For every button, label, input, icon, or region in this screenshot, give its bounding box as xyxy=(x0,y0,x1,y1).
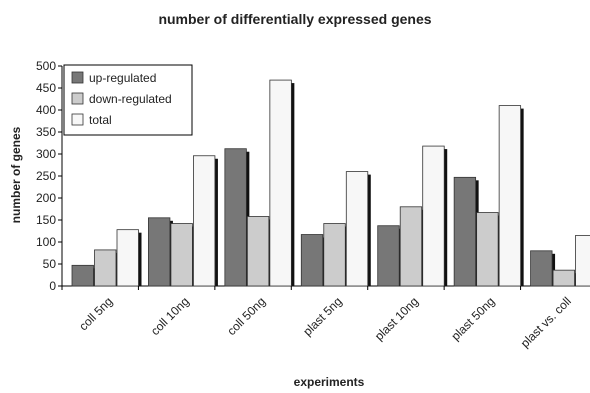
legend: up-regulated down-regulated total xyxy=(63,64,193,136)
bar xyxy=(530,250,553,287)
x-tick-label: plast 5ng xyxy=(300,294,344,338)
legend-box xyxy=(63,64,193,136)
x-axis-label: experiments xyxy=(294,375,365,389)
bar xyxy=(300,234,324,287)
y-axis-label: number of genes xyxy=(9,126,23,223)
x-tick-label: coll 50ng xyxy=(224,294,268,338)
y-tick-label: 350 xyxy=(36,125,56,139)
bar xyxy=(269,79,292,287)
bar xyxy=(422,145,445,287)
legend-label: up-regulated xyxy=(89,71,156,85)
y-tick-label: 450 xyxy=(36,81,56,95)
y-tick-label: 300 xyxy=(36,147,56,161)
chart-title: number of differentially expressed genes xyxy=(158,11,431,27)
bar xyxy=(170,223,193,287)
bar xyxy=(224,148,247,287)
bar xyxy=(94,249,117,287)
legend-label: total xyxy=(89,113,112,127)
y-tick-label: 500 xyxy=(36,59,56,73)
x-tick-label: coll 10ng xyxy=(148,294,192,338)
x-tick-label: plast 10ng xyxy=(372,294,421,343)
bar xyxy=(453,176,477,287)
y-tick-label: 150 xyxy=(36,213,56,227)
x-tick-label: plast vs. coll xyxy=(518,294,574,350)
bar xyxy=(193,155,216,287)
bar xyxy=(476,212,499,287)
y-tick-label: 400 xyxy=(36,103,56,117)
legend-swatch xyxy=(71,113,84,126)
bar xyxy=(116,229,139,287)
bar xyxy=(552,269,575,287)
x-tick-label: plast 50ng xyxy=(448,294,497,343)
bar xyxy=(148,217,171,287)
y-tick-label: 200 xyxy=(36,191,56,205)
legend-label: down-regulated xyxy=(89,92,172,106)
bar xyxy=(575,234,590,287)
bar xyxy=(246,216,270,287)
bar xyxy=(323,223,346,287)
bar xyxy=(498,105,522,287)
bar xyxy=(345,171,369,287)
y-tick-label: 0 xyxy=(49,279,56,293)
y-tick-label: 250 xyxy=(36,169,56,183)
x-tick-label: coll 5ng xyxy=(76,294,115,333)
legend-swatch xyxy=(71,71,84,84)
bar xyxy=(399,206,423,287)
y-tick-label: 50 xyxy=(43,257,57,271)
legend-swatch xyxy=(71,92,84,105)
bar xyxy=(71,264,94,287)
bar xyxy=(377,225,400,287)
y-tick-label: 100 xyxy=(36,235,56,249)
